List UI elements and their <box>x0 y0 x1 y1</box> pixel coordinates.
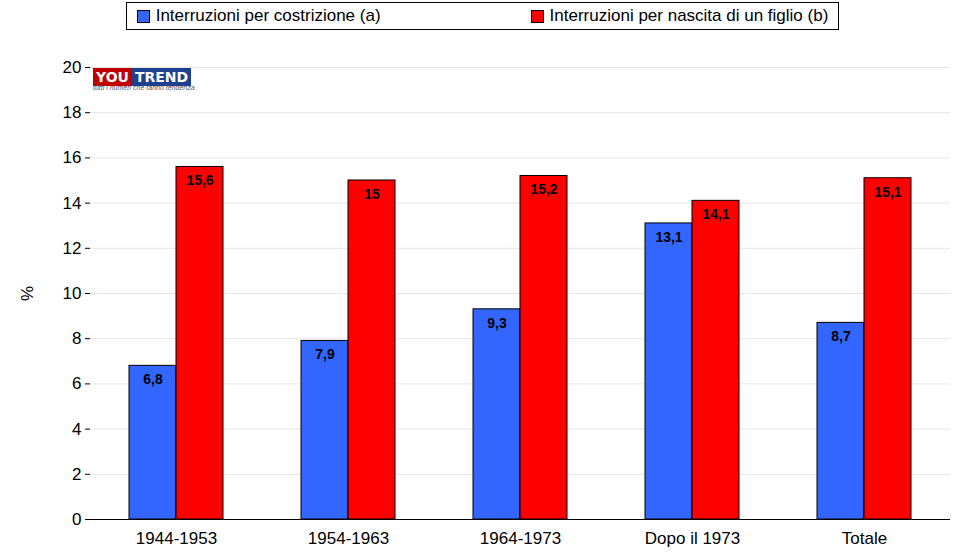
html-text:Interruzioni per costrizione (: Interruzioni per costrizione (a) <box>155 6 381 25</box>
svg-text:7,9: 7,9 <box>315 346 335 362</box>
svg-text:16: 16 <box>63 148 82 167</box>
html-text:Interruzioni per nascita di un: Interruzioni per nascita di un figlio (b… <box>549 6 829 25</box>
svg-text:13,1: 13,1 <box>655 229 682 245</box>
svg-text:15: 15 <box>364 186 380 202</box>
svg-text:4: 4 <box>72 420 81 439</box>
svg-text:Totale: Totale <box>842 529 887 548</box>
svg-text:1964-1973: 1964-1973 <box>480 529 561 548</box>
svg-text:0: 0 <box>72 510 81 529</box>
svg-text:8,7: 8,7 <box>831 328 851 344</box>
svg-text:14: 14 <box>63 194 82 213</box>
svg-text:1944-1953: 1944-1953 <box>136 529 217 548</box>
svg-text:6: 6 <box>72 374 81 393</box>
svg-text:1954-1963: 1954-1963 <box>308 529 389 548</box>
svg-text:8: 8 <box>72 329 81 348</box>
svg-text:%: % <box>18 286 37 301</box>
svg-text:6,8: 6,8 <box>143 371 163 387</box>
svg-text:10: 10 <box>63 284 82 303</box>
svg-text:2: 2 <box>72 465 81 484</box>
svg-text:9,3: 9,3 <box>487 315 507 331</box>
svg-text:12: 12 <box>63 239 82 258</box>
svg-text:15,2: 15,2 <box>530 181 557 197</box>
svg-text:15,1: 15,1 <box>874 184 901 200</box>
html-text:tutti i numeri che fanno tende: tutti i numeri che fanno tendenza <box>93 84 195 91</box>
svg-text:14,1: 14,1 <box>702 206 729 222</box>
svg-text:18: 18 <box>63 103 82 122</box>
svg-text:20: 20 <box>63 58 82 77</box>
html-text:YOU TREND: YOU TREND <box>96 69 189 85</box>
svg-text:15,6: 15,6 <box>186 172 213 188</box>
svg-text:Dopo il 1973: Dopo il 1973 <box>645 529 740 548</box>
